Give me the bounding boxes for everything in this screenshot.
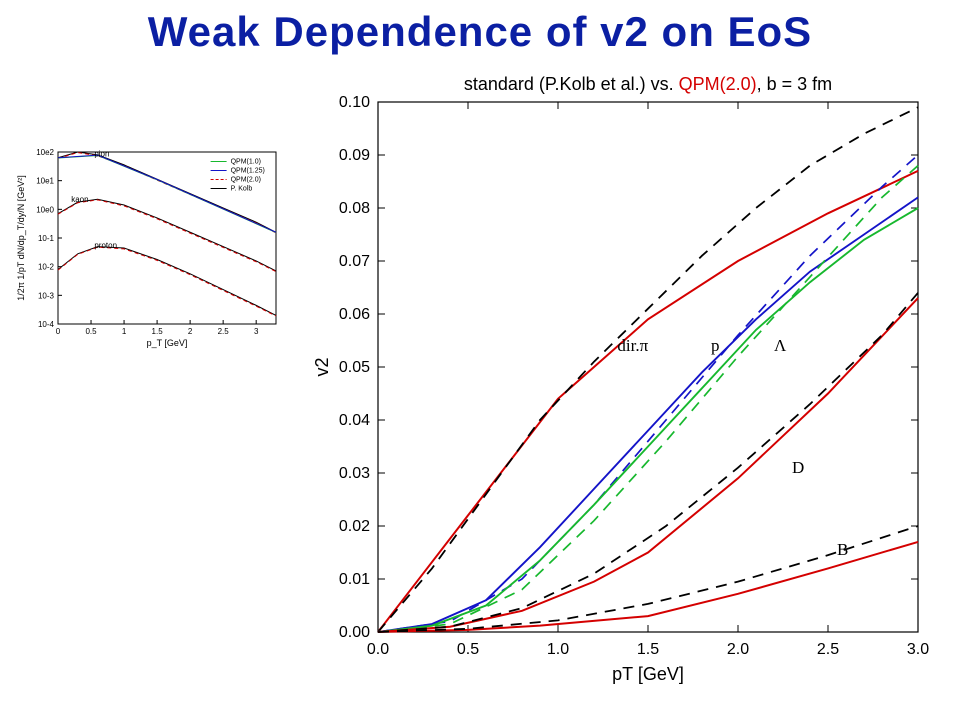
- svg-text:0.06: 0.06: [339, 306, 370, 323]
- svg-text:0.00: 0.00: [339, 624, 370, 641]
- svg-text:0.5: 0.5: [457, 641, 479, 658]
- svg-text:1.0: 1.0: [547, 641, 569, 658]
- svg-text:0.01: 0.01: [339, 571, 370, 588]
- svg-text:P. Kolb: P. Kolb: [231, 185, 253, 192]
- svg-text:10e2: 10e2: [36, 148, 54, 157]
- svg-text:1.5: 1.5: [637, 641, 659, 658]
- svg-text:2.0: 2.0: [727, 641, 749, 658]
- svg-text:10e1: 10e1: [36, 177, 54, 186]
- svg-text:dir.π: dir.π: [617, 336, 648, 355]
- spectra-chart: 0 0.5 1 1.5 2 2.5 3 10-4 10-3 10-2 10-1 10e0 10e1 10e…: [10, 140, 290, 360]
- svg-text:1.5: 1.5: [152, 327, 164, 336]
- page-title: Weak Dependence of v2 on EoS: [0, 8, 960, 56]
- svg-text:p: p: [711, 336, 720, 355]
- svg-text:2.5: 2.5: [817, 641, 839, 658]
- svg-text:0.07: 0.07: [339, 253, 370, 270]
- small-chart-svg: 0 0.5 1 1.5 2 2.5 3 10-4 10-3 10-2 10-1 10e0 10e1 10e…: [10, 140, 290, 360]
- svg-text:pion: pion: [94, 149, 109, 158]
- svg-text:10-3: 10-3: [38, 291, 55, 300]
- svg-text:0.02: 0.02: [339, 518, 370, 535]
- svg-text:QPM(2.0): QPM(2.0): [231, 176, 261, 183]
- v2-vs-pt-chart: 0.0 0.5 1.0 1.5 2.0 2.5 3.0 0.00 0.01 0.02 0.03 0.0…: [300, 70, 940, 690]
- svg-text:0.05: 0.05: [339, 359, 370, 376]
- svg-text:D: D: [792, 458, 804, 477]
- svg-text:QPM(1.25): QPM(1.25): [231, 167, 265, 174]
- svg-text:2: 2: [188, 327, 193, 336]
- svg-text:0.03: 0.03: [339, 465, 370, 482]
- svg-text:0.04: 0.04: [339, 412, 370, 429]
- svg-text:QPM(1.0): QPM(1.0): [231, 158, 261, 165]
- svg-text:B: B: [837, 540, 848, 559]
- svg-text:3.0: 3.0: [907, 641, 929, 658]
- svg-text:kaon: kaon: [71, 195, 88, 204]
- svg-text:0.09: 0.09: [339, 147, 370, 164]
- svg-text:10-2: 10-2: [38, 263, 55, 272]
- svg-text:1: 1: [122, 327, 127, 336]
- svg-text:10-1: 10-1: [38, 234, 55, 243]
- svg-text:3: 3: [254, 327, 259, 336]
- svg-text:10-4: 10-4: [38, 320, 55, 329]
- svg-text:2.5: 2.5: [218, 327, 230, 336]
- svg-text:10e0: 10e0: [36, 205, 54, 214]
- svg-text:0: 0: [56, 327, 61, 336]
- svg-text:Λ: Λ: [774, 336, 787, 355]
- svg-text:0.10: 0.10: [339, 94, 370, 111]
- svg-text:1/2π 1/pT dN/dp_T/dy/N [GeV²]: 1/2π 1/pT dN/dp_T/dy/N [GeV²]: [16, 175, 26, 301]
- svg-text:p_T [GeV]: p_T [GeV]: [147, 338, 188, 348]
- svg-text:standard (P.Kolb et al.) vs. Q: standard (P.Kolb et al.) vs. QPM(2.0), b…: [464, 74, 832, 94]
- svg-text:0.5: 0.5: [85, 327, 97, 336]
- svg-text:proton: proton: [94, 241, 117, 250]
- svg-text:0.0: 0.0: [367, 641, 389, 658]
- svg-text:v2: v2: [312, 357, 332, 376]
- svg-text:pT [GeV]: pT [GeV]: [612, 664, 684, 684]
- svg-text:0.08: 0.08: [339, 200, 370, 217]
- main-chart-svg: 0.0 0.5 1.0 1.5 2.0 2.5 3.0 0.00 0.01 0.02 0.03 0.0…: [300, 70, 940, 690]
